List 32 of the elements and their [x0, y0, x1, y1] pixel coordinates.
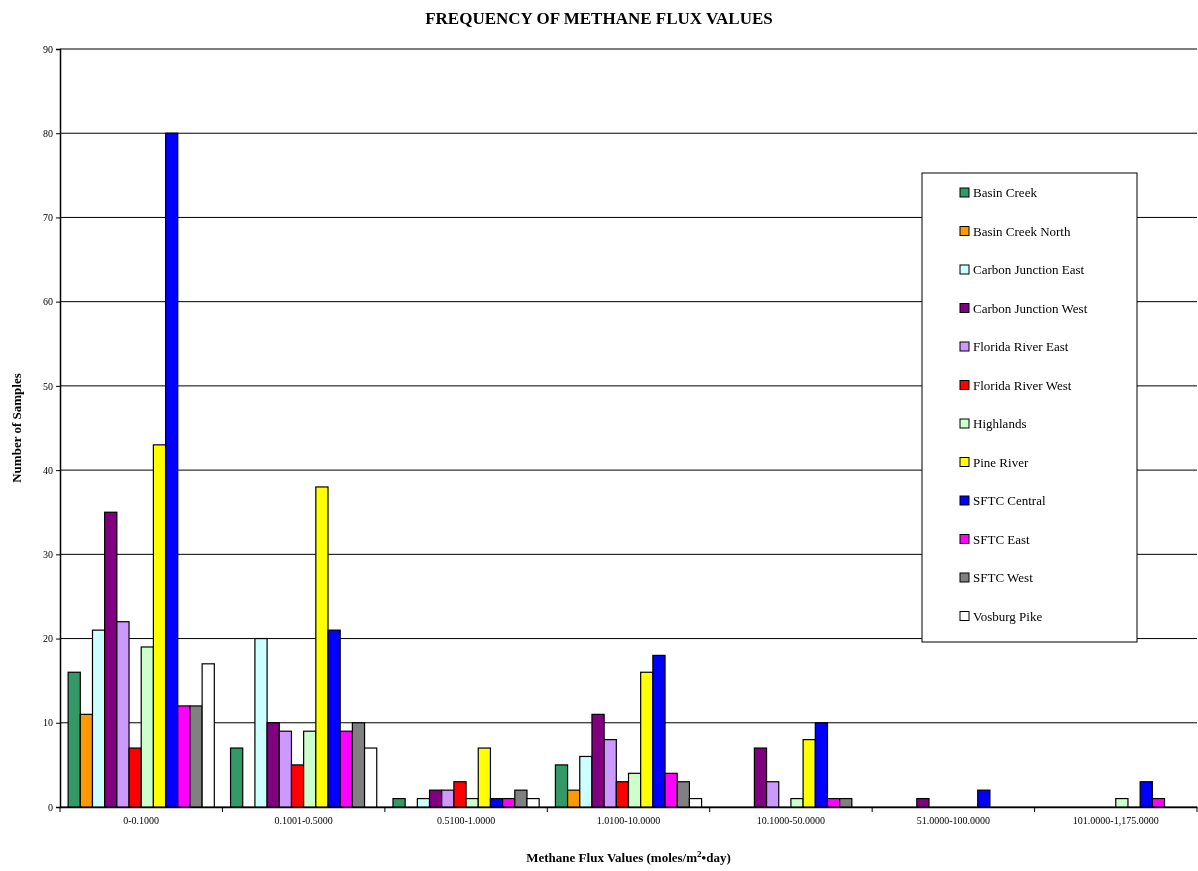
x-axis-title: Methane Flux Values (moles/m$^{2}$•day)	[526, 849, 731, 865]
x-tick-label: 51.0000-100.0000	[916, 815, 991, 826]
y-tick-label: 50	[43, 380, 53, 392]
legend-label: Vosburg Pike	[973, 608, 1043, 624]
y-tick-label: 90	[43, 43, 53, 55]
legend-label: Florida River West	[973, 377, 1072, 393]
legend-label: Highlands	[973, 416, 1027, 431]
x-tick-label: 101.0000-1,175.0000	[1072, 815, 1159, 826]
legend-label: Pine River	[973, 454, 1029, 470]
legend-label: SFTC West	[973, 570, 1034, 585]
y-tick-label: 80	[43, 127, 53, 139]
legend-label: Florida River East	[973, 339, 1069, 354]
legend-label: Basin Creek North	[973, 223, 1071, 239]
x-tick-label: 0-0.1000	[123, 815, 160, 826]
x-tick-label: 0.1001-0.5000	[274, 815, 333, 826]
legend-label: Basin Creek	[973, 185, 1038, 200]
legend-label: Carbon Junction West	[973, 300, 1088, 316]
x-tick-label: 10.1000-50.0000	[756, 815, 826, 826]
x-tick-label: 0.5100-1.0000	[436, 815, 496, 826]
legend-label: SFTC East	[973, 531, 1031, 547]
y-axis-title: Number of Samples	[9, 373, 24, 483]
x-tick-label: 1.0100-10.0000	[596, 815, 661, 826]
y-tick-label: 40	[43, 464, 53, 476]
y-tick-label: 70	[43, 212, 53, 224]
chart-title: FREQUENCY OF METHANE FLUX VALUES	[425, 9, 773, 28]
y-tick-label: 0	[48, 801, 53, 813]
y-tick-label: 30	[43, 549, 53, 561]
legend-label: Carbon Junction East	[973, 262, 1085, 277]
legend-label: SFTC Central	[973, 493, 1046, 508]
y-tick-label: 10	[43, 717, 53, 729]
y-tick-label: 60	[43, 296, 53, 308]
y-tick-label: 20	[43, 633, 53, 645]
